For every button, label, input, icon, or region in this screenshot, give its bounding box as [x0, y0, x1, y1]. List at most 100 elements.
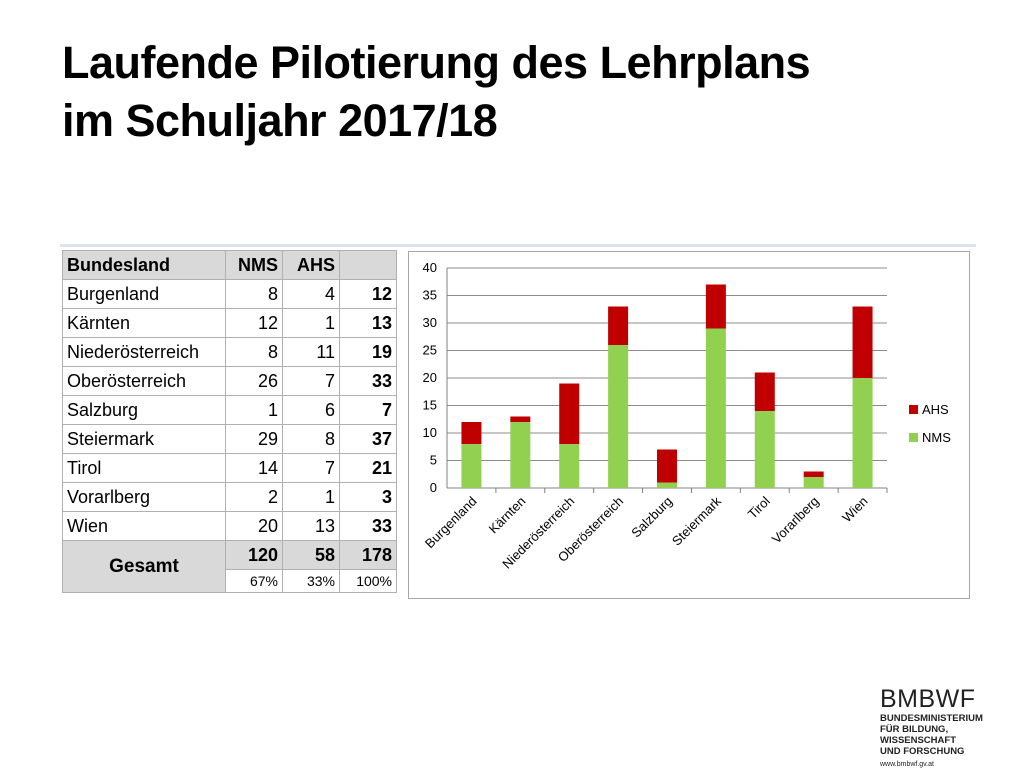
percent-total: 100% — [339, 569, 397, 593]
x-tick-label: Kärnten — [486, 494, 529, 537]
logo-line-1: BUNDESMINISTERIUM — [880, 713, 983, 724]
table-row: Vorarlberg 2 1 3 — [62, 482, 397, 512]
row-ahs: 4 — [282, 279, 340, 309]
percent-nms: 67% — [225, 569, 283, 593]
x-tick-label: Salzburg — [628, 494, 675, 541]
table-row: Wien 20 13 33 — [62, 511, 397, 541]
header-bundesland: Bundesland — [62, 250, 226, 280]
row-nms: 12 — [225, 308, 283, 338]
table-row: Tirol 14 7 21 — [62, 453, 397, 483]
bar-nms-0 — [461, 444, 482, 488]
total-nms: 120 — [225, 540, 283, 570]
y-tick-label: 30 — [423, 315, 437, 330]
row-total: 13 — [339, 308, 397, 338]
row-nms: 2 — [225, 482, 283, 512]
table-row: Burgenland 8 4 12 — [62, 279, 397, 309]
row-total: 33 — [339, 366, 397, 396]
bar-ahs-4 — [657, 449, 677, 483]
y-tick-label: 5 — [430, 453, 437, 468]
header-nms: NMS — [225, 250, 283, 280]
x-tick-label: Burgenland — [422, 494, 480, 552]
y-tick-label: 40 — [423, 260, 437, 275]
bar-ahs-7 — [803, 471, 824, 477]
table-row: Oberösterreich 26 7 33 — [62, 366, 397, 396]
y-tick-label: 20 — [423, 370, 437, 385]
logo-line-3: UND FORSCHUNG — [880, 746, 965, 757]
bar-ahs-3 — [608, 306, 629, 345]
bar-nms-3 — [608, 345, 629, 488]
percent-ahs: 33% — [282, 569, 340, 593]
row-ahs: 1 — [282, 482, 340, 512]
logo-wordmark: BMBWF — [880, 685, 976, 713]
bar-nms-5 — [705, 328, 726, 488]
row-name: Oberösterreich — [62, 366, 226, 396]
title-line-2: im Schuljahr 2017/18 — [62, 95, 498, 146]
total-label: Gesamt — [62, 540, 226, 593]
legend-swatch-ahs — [909, 405, 918, 414]
table-percent-row: 67% 33% 100% — [63, 569, 397, 593]
table-row: Niederösterreich 8 11 19 — [62, 337, 397, 367]
bar-ahs-1 — [510, 416, 531, 422]
legend-label-nms: NMS — [922, 430, 951, 445]
table-header-row: Bundesland NMS AHS — [62, 250, 397, 280]
bar-nms-6 — [754, 411, 775, 488]
row-ahs: 7 — [282, 453, 340, 483]
bar-nms-7 — [803, 477, 824, 488]
x-tick-label: Steiermark — [669, 493, 724, 548]
row-name: Tirol — [62, 453, 226, 483]
bar-nms-4 — [657, 482, 677, 488]
table-row: Kärnten 12 1 13 — [62, 308, 397, 338]
row-name: Wien — [62, 511, 226, 541]
row-nms: 1 — [225, 395, 283, 425]
bar-nms-2 — [559, 444, 580, 488]
y-tick-label: 0 — [430, 480, 437, 495]
row-name: Salzburg — [62, 395, 226, 425]
bar-ahs-5 — [705, 284, 726, 329]
bar-ahs-6 — [754, 372, 775, 411]
row-total: 7 — [339, 395, 397, 425]
bar-ahs-0 — [461, 422, 482, 444]
y-tick-label: 35 — [423, 288, 437, 303]
x-tick-label: Tirol — [745, 493, 773, 521]
row-name: Steiermark — [62, 424, 226, 454]
row-name: Vorarlberg — [62, 482, 226, 512]
bar-nms-1 — [510, 422, 531, 488]
y-tick-label: 15 — [423, 398, 437, 413]
header-total — [339, 250, 397, 280]
bar-ahs-2 — [559, 383, 580, 444]
row-total: 33 — [339, 511, 397, 541]
row-name: Burgenland — [62, 279, 226, 309]
row-nms: 14 — [225, 453, 283, 483]
y-tick-label: 25 — [423, 343, 437, 358]
row-ahs: 6 — [282, 395, 340, 425]
data-table: Bundesland NMS AHS Burgenland 8 4 12 Kär… — [62, 250, 397, 593]
row-nms: 20 — [225, 511, 283, 541]
legend-swatch-nms — [909, 433, 918, 442]
row-name: Niederösterreich — [62, 337, 226, 367]
table-total-row: Gesamt 120 58 178 — [62, 540, 397, 593]
title-line-1: Laufende Pilotierung des Lehrplans — [62, 37, 811, 88]
total-sum: 178 — [339, 540, 397, 570]
row-name: Kärnten — [62, 308, 226, 338]
row-total: 37 — [339, 424, 397, 454]
header-ahs: AHS — [282, 250, 340, 280]
row-nms: 8 — [225, 337, 283, 367]
row-nms: 29 — [225, 424, 283, 454]
legend-label-ahs: AHS — [922, 402, 949, 417]
row-nms: 26 — [225, 366, 283, 396]
row-total: 21 — [339, 453, 397, 483]
table-row: Salzburg 1 6 7 — [62, 395, 397, 425]
row-ahs: 11 — [282, 337, 340, 367]
row-ahs: 8 — [282, 424, 340, 454]
total-ahs: 58 — [282, 540, 340, 570]
logo-url: www.bmbwf.gv.at — [880, 761, 934, 768]
logo-line-2: FÜR BILDUNG, WISSENSCHAFT — [880, 724, 956, 746]
x-tick-label: Vorarlberg — [769, 494, 822, 547]
row-ahs: 7 — [282, 366, 340, 396]
table-row: Steiermark 29 8 37 — [62, 424, 397, 454]
stacked-bar-chart: 0 5 10 15 20 25 30 35 40 Burgenland Kärnten Niederö… — [408, 251, 970, 599]
row-ahs: 13 — [282, 511, 340, 541]
row-total: 19 — [339, 337, 397, 367]
row-ahs: 1 — [282, 308, 340, 338]
